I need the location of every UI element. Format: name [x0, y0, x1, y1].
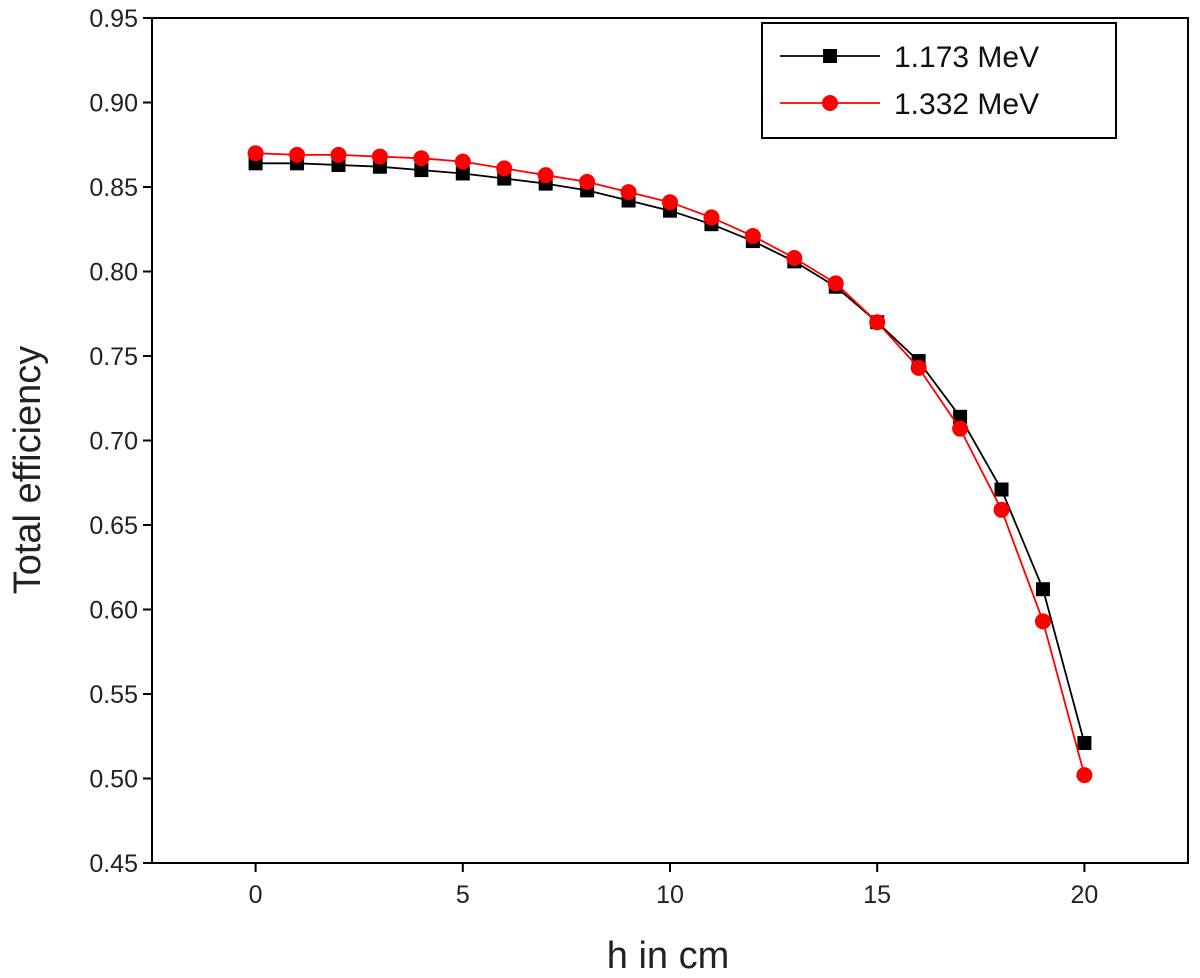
data-point [910, 359, 927, 376]
y-tick-label: 0.90 [89, 90, 138, 118]
y-tick-label: 0.85 [89, 174, 138, 202]
y-tick-label: 0.50 [89, 766, 138, 794]
data-point [744, 228, 761, 245]
series-line [255, 152, 1086, 776]
data-point [662, 194, 678, 211]
y-tick-label: 0.45 [89, 850, 138, 878]
data-point [247, 145, 264, 162]
data-point [330, 146, 347, 163]
x-tick-label: 5 [456, 881, 470, 909]
y-axis-ticks: 0.45 0.50 0.55 0.60 0.65 0.70 0.75 0.80 0.85 0.90… [89, 5, 152, 878]
series-2 [247, 145, 1093, 784]
data-point [289, 146, 306, 163]
legend-box [761, 22, 1117, 139]
data-point [994, 482, 1009, 497]
y-tick-label: 0.70 [89, 428, 138, 456]
plot-area-border [151, 17, 1189, 864]
x-tick-label: 10 [656, 881, 684, 909]
y-tick-label: 0.65 [89, 512, 138, 540]
data-point [1077, 736, 1092, 751]
y-tick-label: 0.60 [89, 597, 138, 625]
plot-frame [151, 17, 1189, 864]
y-tick-label: 0.55 [89, 681, 138, 709]
legend-marker [822, 95, 838, 111]
data-point [1034, 613, 1051, 630]
data-point [579, 173, 596, 190]
data-point [455, 166, 470, 181]
y-tick-label: 0.95 [89, 5, 138, 33]
data-point [869, 314, 886, 331]
x-axis-title: h in cm [607, 935, 729, 977]
data-point [496, 160, 513, 177]
data-point [703, 209, 720, 226]
x-tick-label: 15 [863, 881, 891, 909]
data-point [953, 409, 968, 424]
data-point [1035, 582, 1050, 597]
legend-entry: 1.173 MeV [780, 41, 1039, 74]
x-axis-ticks: 0 5 10 15 20 [249, 863, 1098, 909]
y-tick-label: 0.80 [89, 259, 138, 287]
data-point [454, 153, 471, 170]
data-point [786, 249, 803, 266]
x-tick-label: 20 [1070, 881, 1098, 909]
data-point [537, 167, 554, 184]
data-point [413, 150, 430, 167]
data-point [414, 163, 429, 178]
series-line [255, 162, 1086, 744]
x-tick-label: 0 [249, 881, 263, 909]
series-layer [247, 145, 1093, 784]
y-axis-title: Total efficiency [7, 346, 49, 595]
legend-entry: 1.332 MeV [780, 88, 1039, 121]
legend: 1.173 MeV 1.332 MeV [761, 22, 1117, 139]
data-point [1076, 767, 1093, 784]
series-1 [248, 156, 1092, 751]
y-tick-label: 0.75 [89, 343, 138, 371]
legend-label: 1.332 MeV [894, 88, 1039, 121]
data-point [620, 184, 637, 201]
data-point [827, 275, 844, 292]
data-point [993, 501, 1010, 518]
legend-marker [823, 49, 837, 63]
data-point [371, 148, 388, 165]
data-point [952, 420, 969, 437]
legend-label: 1.173 MeV [894, 41, 1039, 74]
